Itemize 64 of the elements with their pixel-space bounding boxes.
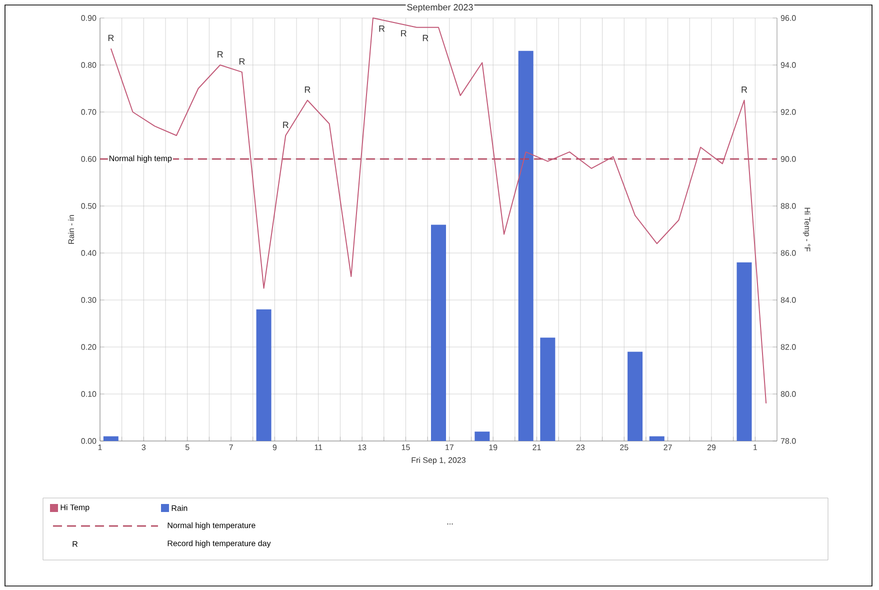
y-tick-label: 0.10	[81, 391, 96, 397]
legend-label: Hi Temp	[60, 504, 90, 512]
data-label: R	[218, 51, 223, 58]
bar	[431, 224, 446, 441]
y-tick-label: 0.40	[81, 250, 96, 256]
y2-tick-label: 90.0	[780, 156, 796, 162]
y-tick-label: 0.50	[81, 203, 96, 209]
data-label: R	[379, 26, 385, 32]
y-tick-label: 0.70	[81, 109, 96, 115]
chart-title: September 2023	[407, 4, 473, 12]
ref-line-label: Normal high temp	[110, 155, 172, 163]
y2-tick-label: 88.0	[780, 203, 796, 209]
bar	[474, 432, 490, 441]
y-tick-label: 0.90	[81, 15, 96, 21]
x-tick-label: 11	[314, 444, 322, 450]
data-label: R	[742, 86, 748, 93]
y-tick-label: 0.30	[81, 297, 96, 303]
bar	[628, 352, 643, 441]
bar	[649, 436, 664, 441]
text: Record high temperature day	[168, 540, 271, 548]
x-tick-label: 15	[402, 444, 410, 450]
bar	[103, 436, 118, 441]
y2-tick-label: 94.0	[780, 62, 796, 68]
x-tick-label: 23	[576, 444, 585, 450]
x-tick-label: 5	[185, 444, 190, 450]
x-tick-label: 29	[707, 444, 716, 450]
data-label: R	[239, 58, 245, 65]
data-label: R	[401, 30, 406, 36]
y-tick-label: 0.80	[81, 62, 96, 68]
x-tick-label: 7	[229, 444, 233, 450]
y-axis-title: Rain - in	[68, 215, 74, 244]
text: R	[72, 541, 78, 547]
y2-tick-label: 96.0	[780, 15, 796, 21]
data-label: R	[283, 122, 288, 128]
y2-tick-label: 92.0	[780, 109, 796, 115]
bar	[540, 338, 556, 441]
x-tick-label: 25	[620, 444, 628, 450]
y-tick-label: 0.20	[81, 344, 96, 350]
y2-tick-label: 82.0	[780, 344, 796, 350]
y2-tick-label: 86.0	[780, 250, 796, 256]
x-tick-label: 19	[489, 444, 498, 450]
x-tick-label: 21	[532, 444, 541, 450]
x-tick-label: 13	[358, 444, 366, 450]
data-label: R	[422, 34, 428, 42]
x-tick-label: 1	[754, 444, 758, 450]
bar	[518, 50, 534, 441]
y2-axis-title: Hi Temp - °F	[802, 208, 810, 252]
x-axis-title: Fri Sep 1, 2023	[412, 457, 466, 465]
y-tick-label: 0.60	[81, 156, 96, 162]
x-tick-label: 27	[664, 444, 672, 450]
x-tick-label: 9	[272, 444, 277, 450]
bar	[256, 309, 272, 441]
x-tick-label: 1	[98, 444, 102, 450]
x-tick-label: 3	[142, 444, 146, 450]
data-label: R	[108, 34, 114, 42]
data-label: R	[304, 86, 310, 93]
text: Normal high temperature	[168, 522, 256, 530]
y2-tick-label: 84.0	[780, 297, 796, 303]
y-tick-label: 0.00	[81, 438, 96, 444]
legend-label: Rain	[172, 505, 188, 511]
bar	[736, 262, 752, 441]
x-tick-label: 17	[446, 444, 454, 450]
y2-tick-label: 80.0	[780, 391, 796, 397]
y2-tick-label: 78.0	[780, 438, 796, 444]
